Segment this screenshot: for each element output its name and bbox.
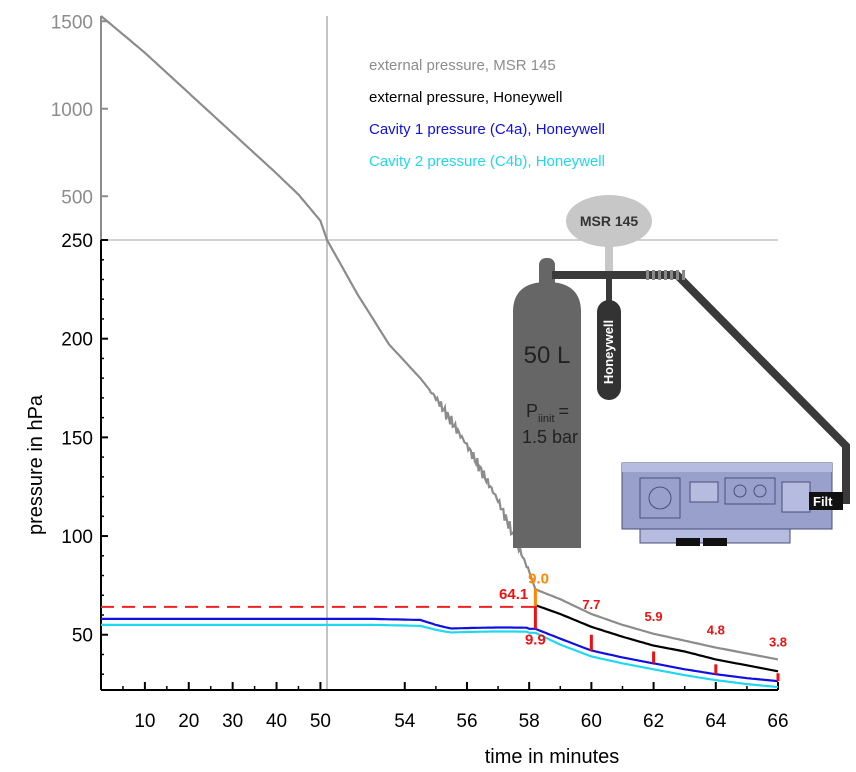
tank-pinit-equals: = xyxy=(559,401,570,421)
msr145-sensor-shape xyxy=(566,195,652,247)
y-axis-title: pressure in hPa xyxy=(25,394,47,535)
y-tick-label: 250 xyxy=(61,231,93,252)
instrument-unit xyxy=(621,462,833,546)
tank-pressure-value: 1.5 bar xyxy=(522,427,578,447)
annotation-label: 4.8 xyxy=(707,623,725,638)
honeywell-sensor-shape xyxy=(597,300,621,400)
experiment-schematic: MSR 145 50 L Piinit = 1.5 bar Honeywell xyxy=(513,195,850,548)
gas-tank-body xyxy=(513,282,581,548)
annotation-label: 64.1 xyxy=(499,586,528,603)
gas-tank-valve xyxy=(539,258,555,290)
legend: external pressure, MSR 145 external press… xyxy=(369,57,605,170)
x-tick-label: 58 xyxy=(519,711,540,732)
y-tick-label: 1000 xyxy=(51,100,93,121)
tank-volume-label: 50 L xyxy=(524,342,571,369)
x-tick-label: 64 xyxy=(705,711,727,732)
annotation-label: 7.7 xyxy=(582,597,600,612)
annotation-label: 9.0 xyxy=(528,570,549,587)
x-tick-label: 56 xyxy=(456,711,477,732)
legend-entry: external pressure, Honeywell xyxy=(369,89,562,106)
x-tick-label: 50 xyxy=(310,711,331,732)
x-axis-title: time in minutes xyxy=(485,746,620,768)
filter-label-box xyxy=(809,492,843,510)
y-tick-label: 500 xyxy=(61,187,93,208)
filter-label: Filt xyxy=(813,494,833,509)
series-line xyxy=(535,604,779,673)
series-line xyxy=(101,617,779,683)
x-tick-label: 10 xyxy=(134,711,155,732)
legend-entry: external pressure, MSR 145 xyxy=(369,57,556,74)
honeywell-sensor-label: Honeywell xyxy=(601,320,616,384)
y-tick-label: 150 xyxy=(61,428,93,449)
series-layer xyxy=(100,15,779,689)
series-line xyxy=(100,15,779,661)
x-tick-label: 62 xyxy=(643,711,664,732)
y-tick-label: 100 xyxy=(61,527,93,548)
x-tick-label: 20 xyxy=(178,711,199,732)
series-line xyxy=(101,623,779,689)
tank-pinit-subscript: iinit xyxy=(538,413,555,425)
x-tick-label: 54 xyxy=(394,711,416,732)
x-tick-label: 66 xyxy=(767,711,788,732)
annotation-label: 5.9 xyxy=(645,609,663,624)
x-tick-label: 60 xyxy=(581,711,602,732)
y-tick-label: 1500 xyxy=(51,12,93,33)
x-tick-label: 40 xyxy=(266,711,287,732)
grid-layer xyxy=(101,16,778,690)
y-tick-label: 50 xyxy=(72,626,93,647)
x-tick-label: 30 xyxy=(222,711,243,732)
annotations: 64.19.0 9.9 7.7 5.9 4.8 3.8 xyxy=(499,570,787,682)
annotation-label: 3.8 xyxy=(769,635,787,650)
legend-entry: Cavity 2 pressure (C4b), Honeywell xyxy=(369,153,605,170)
tank-pinit-label: Piinit = xyxy=(526,401,569,425)
legend-entry: Cavity 1 pressure (C4a), Honeywell xyxy=(369,121,605,138)
honeywell-stem xyxy=(606,275,612,305)
msr145-sensor-label: MSR 145 xyxy=(580,213,639,229)
msr145-stem xyxy=(605,245,613,275)
tank-pinit-symbol: P xyxy=(526,401,538,421)
annotation-label: 9.9 xyxy=(525,632,546,649)
y-tick-label: 200 xyxy=(61,330,93,351)
axes: 500 1000 1500 50 100 150 200 250 10 20 30 40 50 54 56 5… xyxy=(51,12,789,732)
